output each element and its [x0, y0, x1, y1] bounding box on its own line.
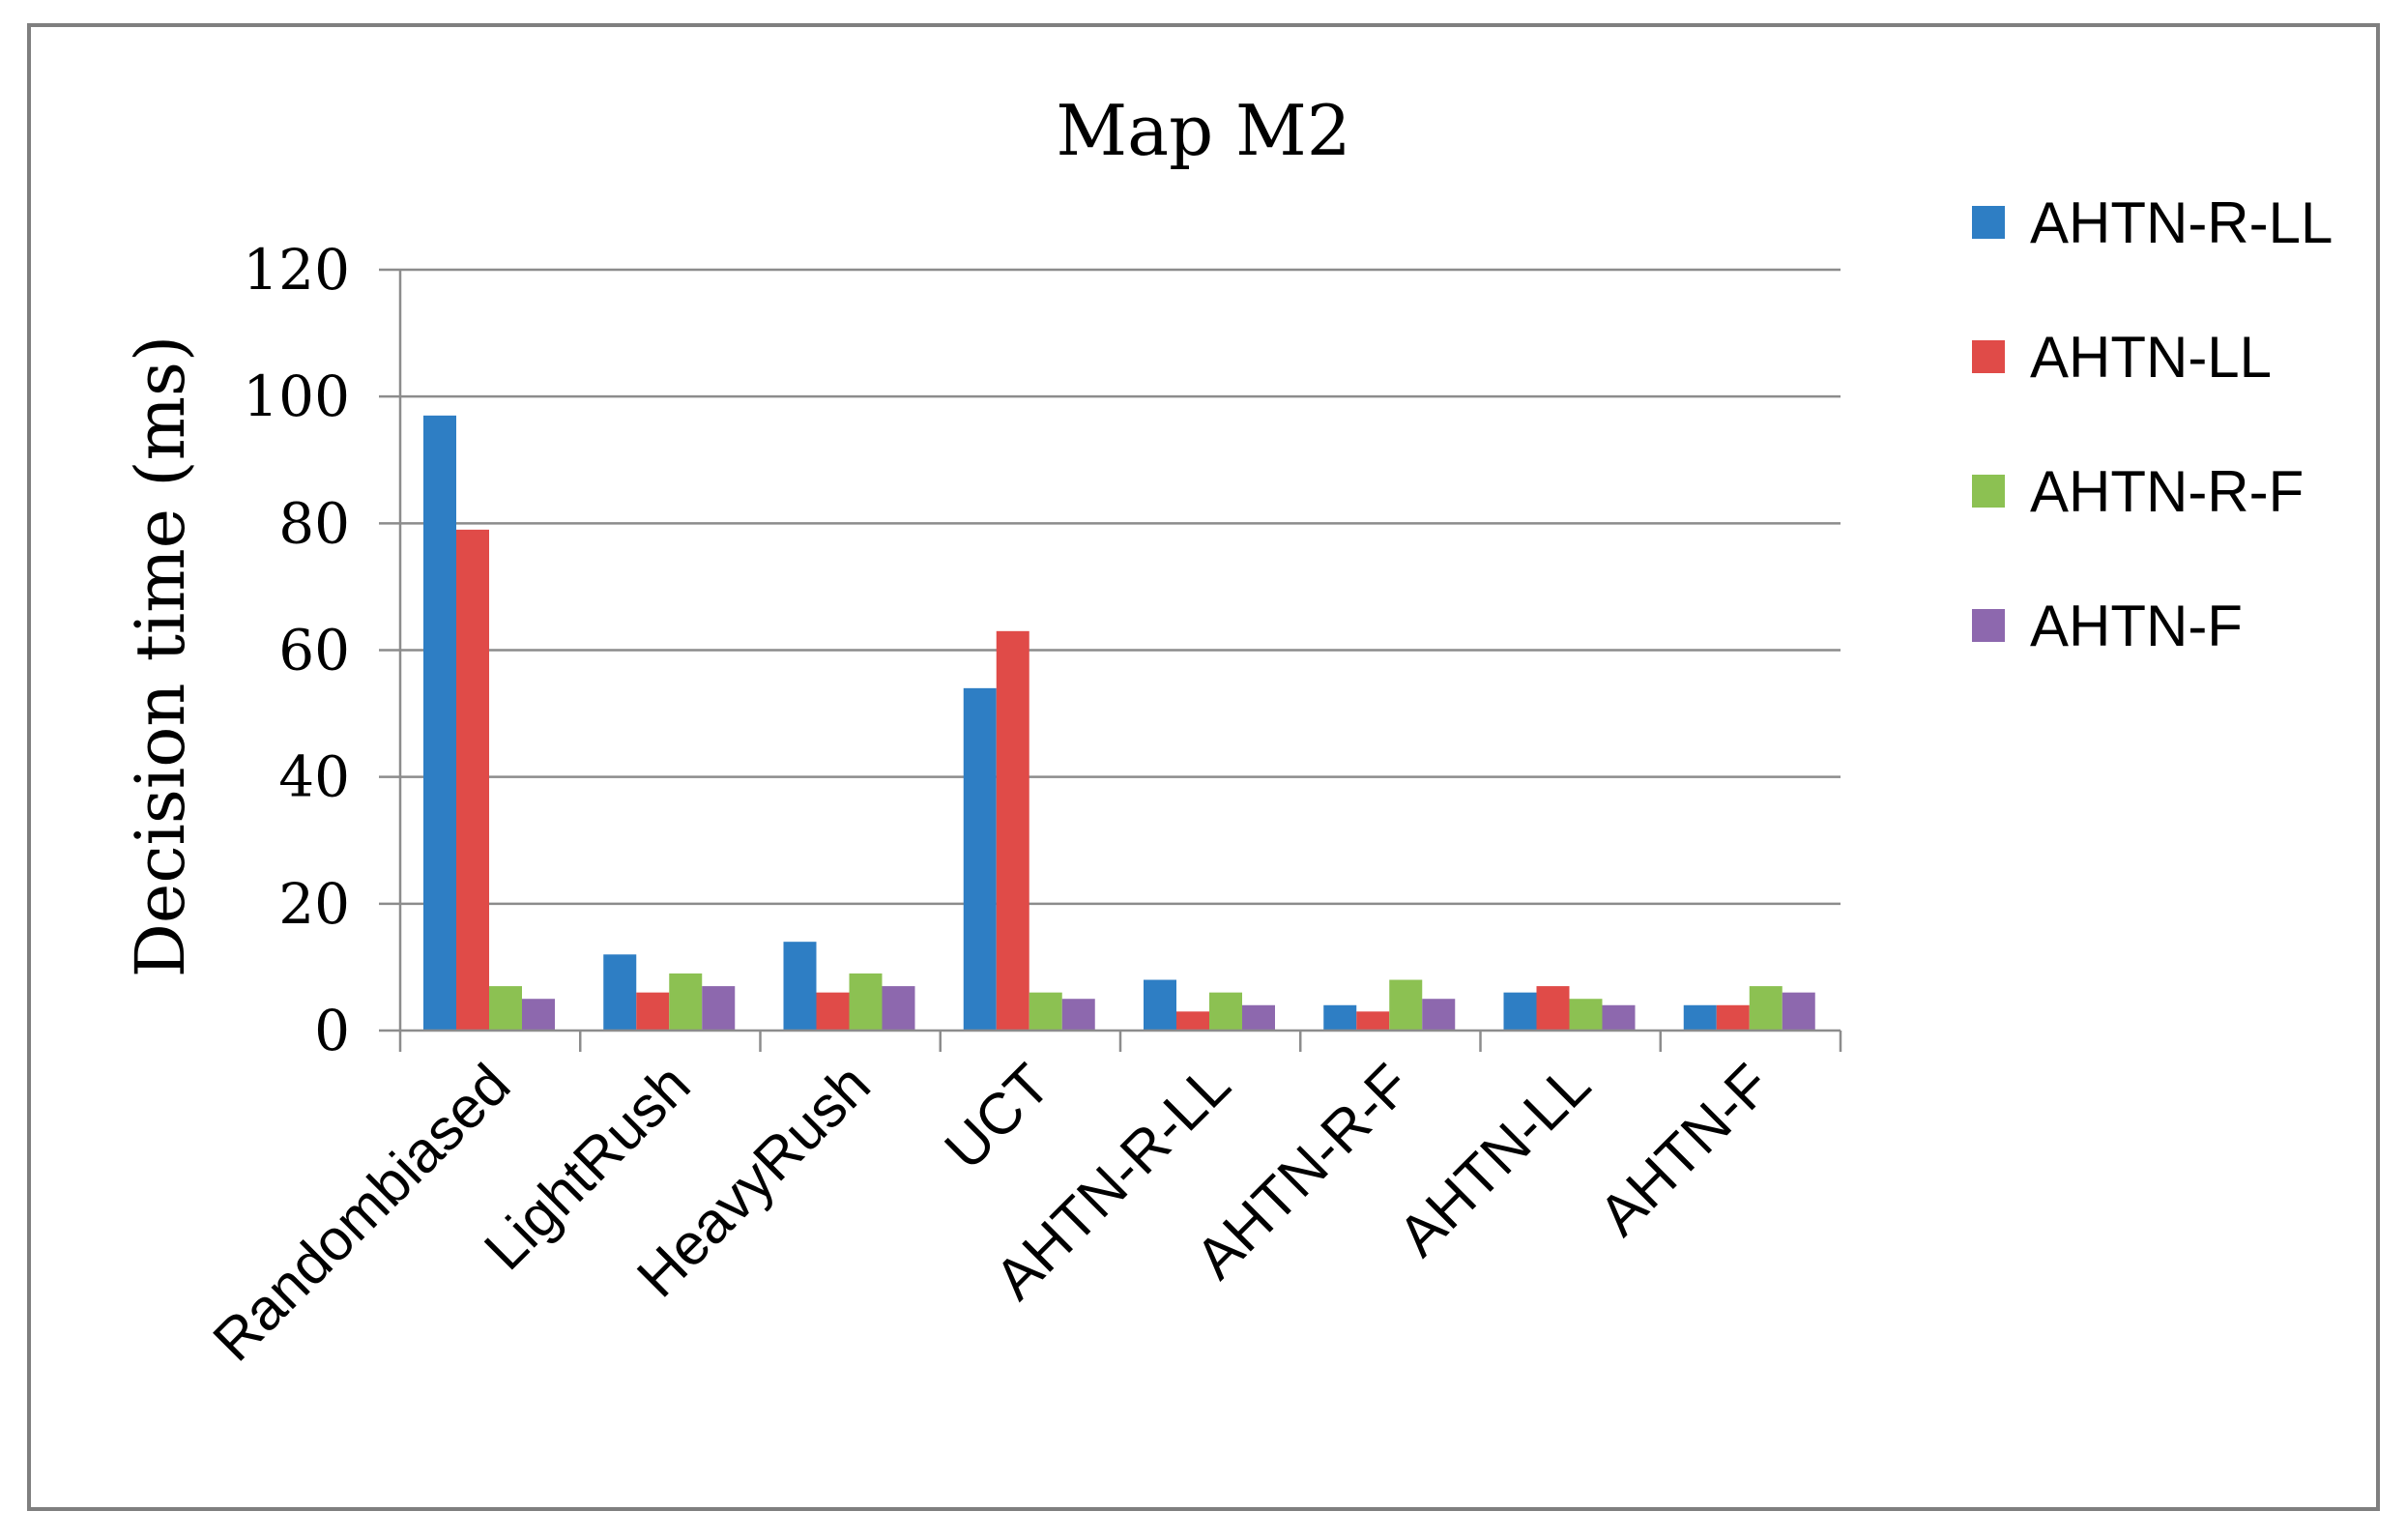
- bar-ahtn-r-ll-lightrush: [603, 954, 637, 1031]
- bar-ahtn-r-f-ahtn-r-ll: [1209, 992, 1242, 1031]
- y-tick-label: 80: [278, 490, 350, 556]
- chart-border: [27, 23, 2380, 1511]
- bar-ahtn-r-ll-randombiased: [423, 415, 456, 1031]
- bar-ahtn-ll-heavyrush: [816, 992, 850, 1031]
- bar-ahtn-r-ll-ahtn-r-ll: [1144, 979, 1176, 1031]
- bar-ahtn-r-f-lightrush: [669, 973, 703, 1031]
- bar-ahtn-r-f-ahtn-ll: [1569, 999, 1603, 1031]
- bar-ahtn-r-ll-uct: [963, 687, 997, 1031]
- bar-ahtn-r-f-randombiased: [489, 986, 522, 1031]
- legend-swatch: [1972, 206, 2005, 239]
- bar-ahtn-ll-ahtn-f: [1716, 1004, 1750, 1031]
- gridlines: [400, 268, 1841, 906]
- bar-ahtn-f-heavyrush: [882, 986, 915, 1031]
- legend-label: AHTN-R-F: [2030, 459, 2304, 524]
- bar-ahtn-f-lightrush: [702, 986, 736, 1031]
- bar-ahtn-r-ll-ahtn-f: [1683, 1004, 1717, 1031]
- bars: [423, 415, 1815, 1031]
- bar-ahtn-r-f-uct: [1029, 992, 1062, 1031]
- bar-ahtn-ll-lightrush: [636, 992, 670, 1031]
- bar-ahtn-f-uct: [1061, 999, 1095, 1031]
- bar-ahtn-f-ahtn-r-ll: [1242, 1004, 1275, 1031]
- legend-label: AHTN-LL: [2030, 325, 2272, 390]
- bar-ahtn-f-ahtn-f: [1782, 992, 1815, 1031]
- chart-title: Map M2: [1056, 90, 1350, 171]
- y-tick-label: 100: [243, 363, 350, 429]
- y-tick-label: 120: [243, 237, 350, 303]
- legend-swatch: [1972, 475, 2005, 508]
- bar-ahtn-ll-ahtn-ll: [1536, 986, 1570, 1031]
- legend-label: AHTN-R-LL: [2030, 190, 2333, 255]
- bar-ahtn-ll-uct: [996, 630, 1029, 1031]
- y-tick-label: 0: [314, 998, 350, 1063]
- y-tick-label: 20: [278, 871, 350, 937]
- bar-ahtn-f-ahtn-ll: [1602, 1004, 1636, 1031]
- bar-ahtn-r-f-ahtn-f: [1749, 986, 1783, 1031]
- y-axis-ticks: 0 20 40 60 80 100 120: [243, 237, 400, 1063]
- y-tick-label: 60: [278, 618, 350, 683]
- legend: AHTN-R-LL AHTN-LL AHTN-R-F AHTN-F: [1972, 190, 2333, 658]
- bar-ahtn-f-ahtn-r-f: [1422, 999, 1456, 1031]
- bar-ahtn-ll-ahtn-r-ll: [1176, 1011, 1209, 1031]
- y-axis-label: Decision time (ms): [121, 335, 200, 977]
- y-tick-label: 40: [278, 744, 350, 810]
- bar-ahtn-f-randombiased: [522, 999, 555, 1031]
- legend-swatch: [1972, 340, 2005, 373]
- bar-ahtn-r-ll-ahtn-ll: [1503, 992, 1537, 1031]
- bar-ahtn-ll-ahtn-r-f: [1356, 1011, 1390, 1031]
- bar-ahtn-r-f-ahtn-r-f: [1389, 979, 1423, 1031]
- bar-ahtn-r-ll-ahtn-r-f: [1323, 1004, 1357, 1031]
- bar-ahtn-ll-randombiased: [456, 529, 489, 1031]
- bar-ahtn-r-ll-heavyrush: [783, 942, 817, 1031]
- legend-swatch: [1972, 609, 2005, 642]
- bar-ahtn-r-f-heavyrush: [849, 973, 883, 1031]
- legend-label: AHTN-F: [2030, 594, 2243, 658]
